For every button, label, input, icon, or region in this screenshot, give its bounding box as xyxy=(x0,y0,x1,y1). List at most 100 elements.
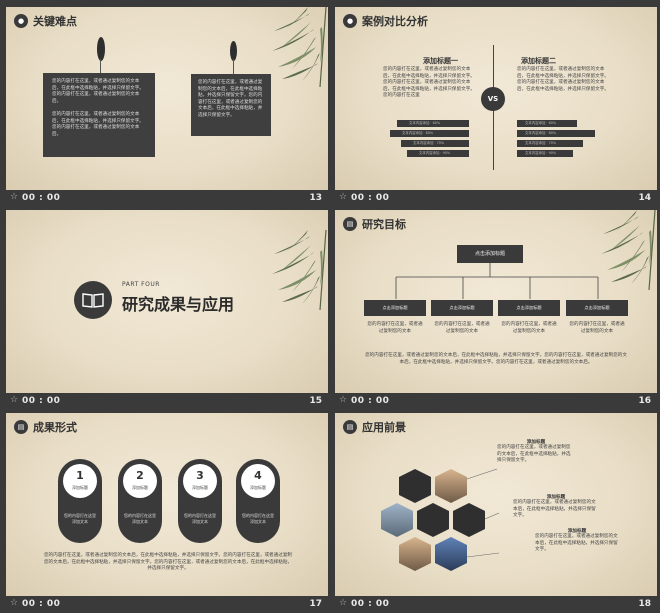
slide-17: ▤ 成果形式 1 添加标题 您的内容打在这里添加文本 2 添加标题 您的内容打在… xyxy=(6,413,328,596)
slide-16: ▤ 研究目标 点击添加标题 点击添加标题 点击添加标题 点击添加标题 点击添加标… xyxy=(335,210,657,393)
pill-text: 您的内容打在这里添加文本 xyxy=(242,513,274,524)
star-icon[interactable]: ☆ xyxy=(10,598,19,608)
org-sub-4: 您的内容打在这里，或者通过复制您的文本 xyxy=(569,322,625,334)
star-icon[interactable]: ☆ xyxy=(10,395,19,405)
right-bar-4: 文本内容添加 · 90% xyxy=(517,150,573,157)
slide-title: ● 案例对比分析 xyxy=(343,13,428,29)
slide-timing: 00 : 00 xyxy=(351,193,390,203)
note-text: 您的内容打在这里，或者通过复制您的文本后，在此框中选择粘贴，并选择只保留文字。 xyxy=(513,500,596,519)
star-icon[interactable]: ☆ xyxy=(339,598,348,608)
slide-number: 18 xyxy=(638,599,651,609)
left-bar-1: 文本内容添加 · 60% xyxy=(397,120,469,127)
summary-paragraph: 您的内容打在这里，或者通过复制您的文本后，在此框中选择粘贴，并选择只保留文字。您… xyxy=(365,353,627,365)
slide-thumb-17[interactable]: ▤ 成果形式 1 添加标题 您的内容打在这里添加文本 2 添加标题 您的内容打在… xyxy=(6,413,328,613)
slide-18: ▤ 应用前景 添加标题 您的内容打在这里，或者通过复制您的文本后，在此框中选择粘… xyxy=(335,413,657,596)
slide-footer: ☆ 00 : 00 18 xyxy=(335,596,657,613)
note-heading: 添加标题 xyxy=(526,440,546,445)
hexagon xyxy=(417,503,449,537)
hexagon-photo xyxy=(435,469,467,503)
result-pill-2: 2 添加标题 您的内容打在这里添加文本 xyxy=(118,459,162,543)
slide-number: 16 xyxy=(638,396,651,406)
left-heading: 添加标题一 xyxy=(423,57,458,65)
left-bar-3: 文本内容添加 · 70% xyxy=(401,140,469,147)
slide-footer: ☆ 00 : 00 15 xyxy=(6,393,328,410)
org-sub-3: 您的内容打在这里，或者通过复制您的文本 xyxy=(501,322,557,334)
slide-timing: 00 : 00 xyxy=(22,599,61,609)
hang-string xyxy=(233,59,234,74)
bamboo-decoration xyxy=(271,7,327,87)
hexagon xyxy=(399,469,431,503)
pill-label: 添加标题 xyxy=(132,485,148,490)
pill-label: 添加标题 xyxy=(192,485,208,490)
org-sub-1: 您的内容打在这里，或者通过复制您的文本 xyxy=(367,322,423,334)
right-heading: 添加标题二 xyxy=(521,57,556,65)
left-bar-4: 文本内容添加 · 90% xyxy=(407,150,469,157)
hexagon-photo xyxy=(435,537,467,571)
hanging-hook xyxy=(230,41,237,61)
right-bar-3: 文本内容添加 · 70% xyxy=(517,140,583,147)
left-text: 您的内容打在这里，或者通过复制您的文本后，在此框中选择粘贴，并选择只保留文字。您… xyxy=(383,67,475,99)
slide-footer: ☆ 00 : 00 14 xyxy=(335,190,657,207)
slide-title: ● 关键难点 xyxy=(14,13,77,29)
right-bar-2: 文本内容添加 · 80% xyxy=(517,130,595,137)
slide-title: ▤ 成果形式 xyxy=(14,419,77,435)
note-2: 添加标题 您的内容打在这里，或者通过复制您的文本后，在此框中选择粘贴，并选择只保… xyxy=(513,494,599,520)
org-top-box: 点击添加标题 xyxy=(457,245,523,263)
pill-text: 您的内容打在这里添加文本 xyxy=(124,513,156,524)
slide-timing: 00 : 00 xyxy=(351,396,390,406)
slide-13: ● 关键难点 您的内容打在这里，或者通过复制您的文本后，在此框中选择粘贴，并选择… xyxy=(6,7,328,190)
slide-footer: ☆ 00 : 00 13 xyxy=(6,190,328,207)
result-pill-4: 4 添加标题 您的内容打在这里添加文本 xyxy=(236,459,280,543)
slide-number: 17 xyxy=(309,599,322,609)
book-icon: ▤ xyxy=(343,217,357,231)
org-connectors xyxy=(395,263,599,299)
slide-thumb-16[interactable]: ▤ 研究目标 点击添加标题 点击添加标题 点击添加标题 点击添加标题 点击添加标… xyxy=(335,210,657,410)
note-1: 添加标题 您的内容打在这里，或者通过复制您的文本后，在此框中选择粘贴，并选择只保… xyxy=(497,439,575,465)
right-text: 您的内容打在这里，或者通过复制您的文本后，在此框中选择粘贴，并选择只保留文字。您… xyxy=(517,67,609,92)
slide-title: ▤ 应用前景 xyxy=(343,419,406,435)
left-bar-2: 文本内容添加 · 80% xyxy=(390,130,469,137)
content-box-left: 您的内容打在这里，或者通过复制您的文本后，在此框中选择粘贴，并选择只保留文字。您… xyxy=(43,73,155,157)
star-icon[interactable]: ☆ xyxy=(339,192,348,202)
slide-14: ● 案例对比分析 VS 添加标题一 您的内容打在这里，或者通过复制您的文本后，在… xyxy=(335,7,657,190)
result-pill-3: 3 添加标题 您的内容打在这里添加文本 xyxy=(178,459,222,543)
note-text: 您的内容打在这里，或者通过复制您的文本后，在此框中选择粘贴，并选择只保留文字。 xyxy=(497,445,571,464)
hang-string xyxy=(100,59,101,74)
hexagon-cluster xyxy=(381,468,500,571)
slide-15: PART FOUR 研究成果与应用 xyxy=(6,210,328,393)
star-icon[interactable]: ☆ xyxy=(10,192,19,202)
slide-title: ▤ 研究目标 xyxy=(343,216,406,232)
section-title: 研究成果与应用 xyxy=(122,295,235,314)
slide-thumb-13[interactable]: ● 关键难点 您的内容打在这里，或者通过复制您的文本后，在此框中选择粘贴，并选择… xyxy=(6,7,328,207)
pill-number: 4 xyxy=(254,469,262,482)
right-bar-1: 文本内容添加 · 60% xyxy=(517,120,577,127)
slide-timing: 00 : 00 xyxy=(22,193,61,203)
slide-thumb-15[interactable]: PART FOUR 研究成果与应用 ☆ 00 : 00 15 xyxy=(6,210,328,410)
note-text: 您的内容打在这里，或者通过复制您的文本后，在此框中选择粘贴，并选择只保留文字。 xyxy=(535,534,618,553)
pill-number: 3 xyxy=(196,469,204,482)
hexagon-photo xyxy=(381,503,413,537)
bamboo-decoration xyxy=(271,230,327,310)
org-box-2: 点击添加标题 xyxy=(431,300,493,316)
book-icon: ▤ xyxy=(343,420,357,434)
org-box-3: 点击添加标题 xyxy=(498,300,560,316)
vs-badge: VS xyxy=(481,87,505,111)
org-box-1: 点击添加标题 xyxy=(364,300,426,316)
person-icon: ● xyxy=(14,14,28,28)
hanging-hook xyxy=(97,37,105,61)
org-box-4: 点击添加标题 xyxy=(566,300,628,316)
slide-timing: 00 : 00 xyxy=(22,396,61,406)
slide-number: 13 xyxy=(309,193,322,203)
pill-text: 您的内容打在这里添加文本 xyxy=(184,513,216,524)
slide-thumb-14[interactable]: ● 案例对比分析 VS 添加标题一 您的内容打在这里，或者通过复制您的文本后，在… xyxy=(335,7,657,207)
hexagon-photo xyxy=(399,537,431,571)
part-label: PART FOUR xyxy=(122,281,160,288)
slide-thumb-18[interactable]: ▤ 应用前景 添加标题 您的内容打在这里，或者通过复制您的文本后，在此框中选择粘… xyxy=(335,413,657,613)
note-heading: 添加标题 xyxy=(546,495,566,500)
pill-number: 2 xyxy=(136,469,144,482)
org-sub-2: 您的内容打在这里，或者通过复制您的文本 xyxy=(434,322,490,334)
star-icon[interactable]: ☆ xyxy=(339,395,348,405)
pill-label: 添加标题 xyxy=(250,485,266,490)
pill-text: 您的内容打在这里添加文本 xyxy=(64,513,96,524)
person-icon: ● xyxy=(343,14,357,28)
